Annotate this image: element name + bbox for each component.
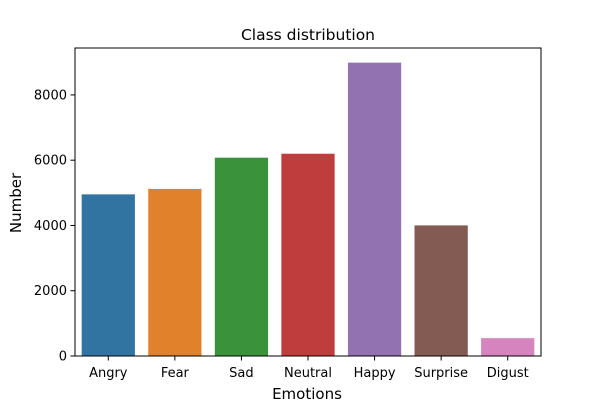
bar-surprise: [414, 225, 468, 356]
y-axis-label: Number: [7, 172, 25, 233]
bar-digust: [481, 338, 535, 356]
bar-sad: [214, 157, 269, 356]
bar-fear: [148, 188, 202, 356]
plot-frame: [74, 47, 542, 357]
x-tick-label: Sad: [229, 366, 253, 381]
bar-happy: [347, 62, 402, 357]
ticks-group: Angry Fear Sad Neutral Happy Surprise Digust 0 2…: [34, 88, 529, 381]
x-tick-label: Fear: [161, 366, 190, 381]
x-tick-label: Digust: [487, 366, 529, 381]
y-tick-label: 8000: [34, 88, 67, 103]
x-tick-label: Happy: [354, 366, 396, 381]
bar-angry: [81, 194, 135, 356]
bars-group: [81, 62, 535, 357]
chart-title: Class distribution: [241, 26, 375, 44]
x-axis-label: Emotions: [272, 385, 342, 400]
x-tick-label: Surprise: [414, 366, 468, 381]
y-tick-label: 2000: [34, 284, 67, 299]
y-tick-label: 0: [59, 350, 67, 365]
x-tick-label: Angry: [89, 366, 128, 381]
x-tick-label: Neutral: [284, 366, 332, 381]
y-tick-label: 6000: [34, 154, 67, 169]
bar-neutral: [281, 153, 335, 356]
y-tick-label: 4000: [34, 219, 67, 234]
